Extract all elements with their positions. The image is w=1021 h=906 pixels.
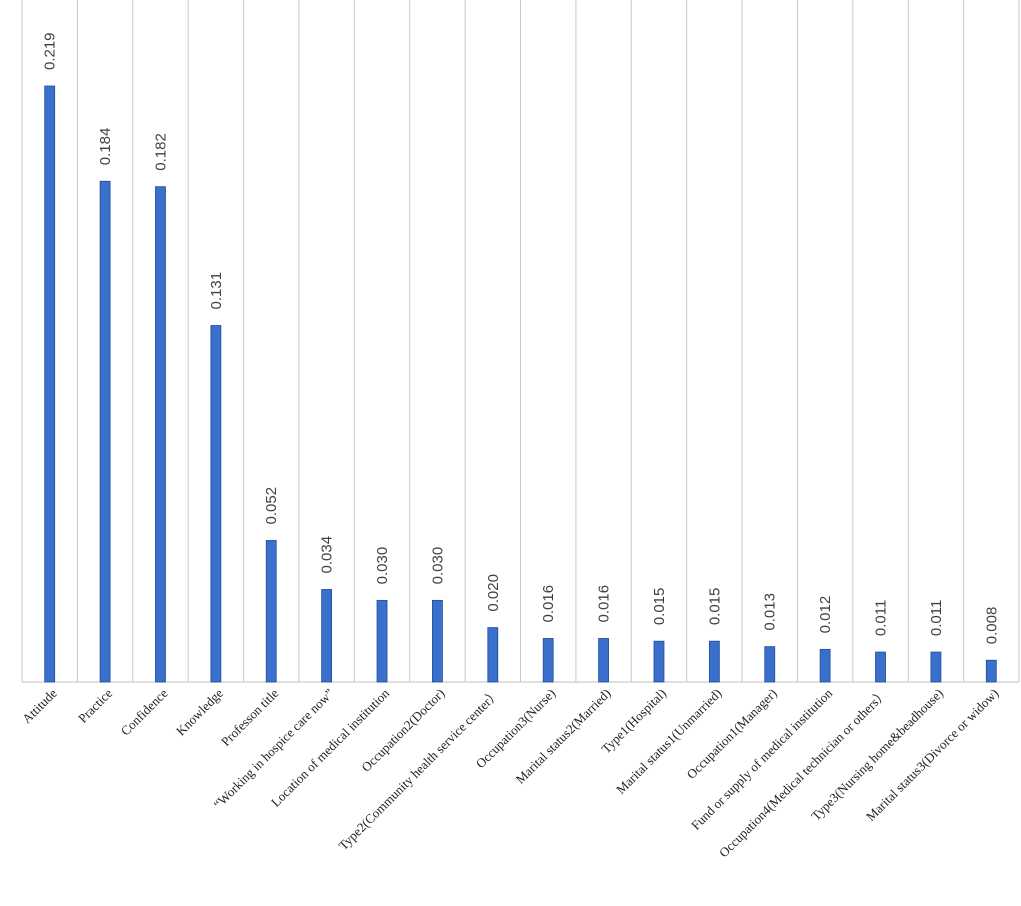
bar <box>155 186 166 683</box>
grid-layer <box>21 0 1020 683</box>
data-label: 0.008 <box>983 607 1000 645</box>
data-label: 0.011 <box>928 600 945 636</box>
data-label: 0.016 <box>596 585 613 623</box>
data-label: 0.011 <box>873 600 890 636</box>
bar <box>44 85 56 683</box>
bar <box>487 627 499 683</box>
category-label-layer: Attitude Practice Confidence KnowledgeProfe… <box>19 685 1001 860</box>
bar <box>875 651 886 683</box>
bar <box>376 599 388 683</box>
x-tick-label: Attitude <box>19 685 60 726</box>
data-label: 0.030 <box>374 547 391 585</box>
x-tick-label: Occupation1(Manager) <box>684 686 780 782</box>
x-tick-label: Confidence <box>118 685 171 738</box>
data-label: 0.184 <box>97 128 114 166</box>
bar-layer <box>44 85 997 683</box>
bar <box>321 589 333 683</box>
bar <box>708 640 720 683</box>
x-tick-label: Marital status2(Married) <box>512 686 613 787</box>
data-label: 0.020 <box>485 574 502 612</box>
bar <box>210 325 222 683</box>
data-label: 0.012 <box>817 596 834 634</box>
data-label: 0.030 <box>429 547 446 585</box>
x-tick-label: Marital status1(Unmarried) <box>613 686 724 797</box>
data-label: 0.015 <box>706 588 723 626</box>
data-label: 0.016 <box>540 585 557 623</box>
bar <box>265 540 277 683</box>
bar <box>819 648 831 683</box>
x-tick-label: Knowledge <box>173 685 226 738</box>
bar <box>930 651 942 683</box>
data-label: 0.015 <box>651 588 668 626</box>
bar <box>985 659 997 683</box>
bar <box>764 646 776 683</box>
bar <box>99 180 111 683</box>
data-label: 0.052 <box>263 487 280 525</box>
data-label: 0.219 <box>42 32 59 70</box>
value-label-layer: 0.219 0.184 0.182 0.131 0.052 0.034 0.030 0.030… <box>42 32 1001 644</box>
bar <box>542 638 554 683</box>
data-label: 0.034 <box>319 536 336 574</box>
data-label: 0.131 <box>208 272 225 310</box>
bar <box>653 640 665 683</box>
data-label: 0.013 <box>762 593 779 631</box>
bar <box>432 599 443 683</box>
bar <box>598 638 609 683</box>
x-tick-label: Practice <box>75 685 115 725</box>
data-label: 0.182 <box>152 133 169 171</box>
